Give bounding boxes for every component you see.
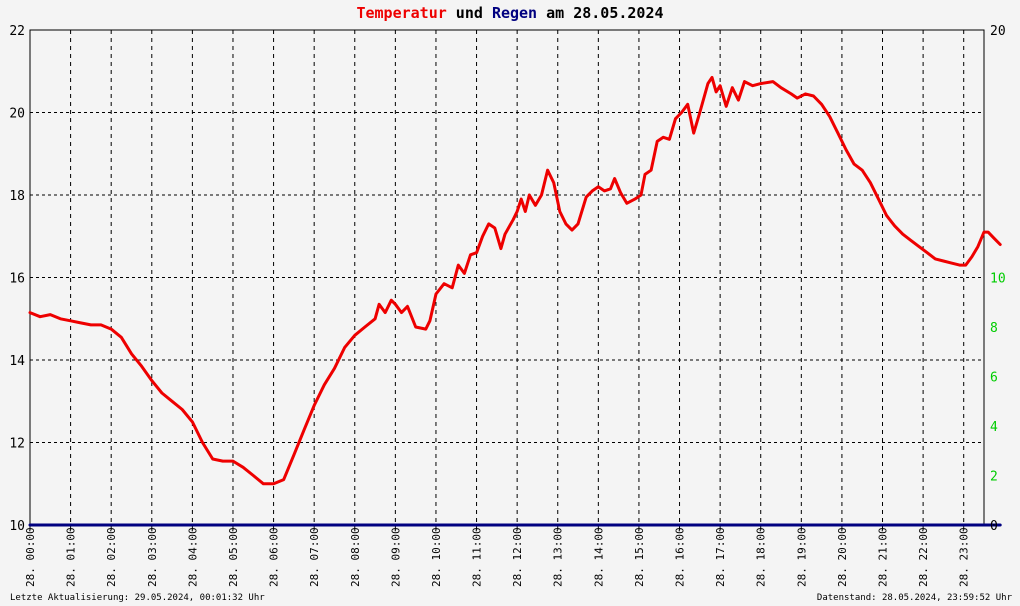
x-tick-label: 28. 19:00 — [795, 527, 808, 587]
y-right-tick-label: 4 — [990, 420, 998, 435]
y-right-tick-label: 2 — [990, 470, 998, 485]
x-tick-label: 28. 14:00 — [592, 527, 605, 587]
series-line-temperatur — [28, 75, 1002, 486]
x-tick-label: 28. 11:00 — [471, 527, 484, 587]
title-temperature-word: Temperatur — [356, 4, 447, 22]
tick-labels: 10 12 14 16 18 20 22 0 2 4 6 8 10 20 28. 00:00 28. 01:0… — [9, 24, 1005, 587]
y-left-tick-label: 20 — [9, 107, 25, 122]
x-tick-label: 28. 15:00 — [633, 527, 646, 587]
y-left-tick-label: 22 — [9, 24, 25, 39]
x-tick-label: 28. 12:00 — [511, 527, 524, 587]
y-right-tick-label: 8 — [990, 321, 998, 336]
axes — [29, 29, 985, 530]
y-left-tick-label: 10 — [9, 519, 25, 534]
x-tick-label: 28. 13:00 — [552, 527, 565, 587]
series — [28, 75, 1002, 527]
y-right-tick-label: 0 — [990, 519, 998, 534]
footer-data-status: Datenstand: 28.05.2024, 23:59:52 Uhr — [816, 593, 1012, 603]
x-tick-label: 28. 03:00 — [146, 527, 159, 587]
x-tick-label: 28. 04:00 — [186, 527, 199, 587]
x-tick-label: 28. 06:00 — [268, 527, 281, 587]
x-tick-label: 28. 18:00 — [755, 527, 768, 587]
x-tick-label: 28. 01:00 — [65, 527, 78, 587]
y-left-tick-label: 16 — [9, 272, 25, 287]
x-tick-label: 28. 20:00 — [836, 527, 849, 587]
x-tick-label: 28. 23:00 — [958, 527, 971, 587]
title-rain-word: Regen — [491, 4, 538, 22]
x-tick-label: 28. 07:00 — [308, 527, 321, 587]
x-tick-label: 28. 22:00 — [917, 527, 930, 587]
x-tick-label: 28. 00:00 — [24, 527, 37, 587]
footer-last-update: Letzte Aktualisierung: 29.05.2024, 00:01… — [10, 593, 265, 603]
x-tick-label: 28. 17:00 — [714, 527, 727, 587]
title-date: am 28.05.2024 — [537, 4, 664, 22]
chart-title: Temperatur und Regen am 28.05.2024 — [0, 4, 1020, 22]
x-tick-label: 28. 05:00 — [227, 527, 240, 587]
title-connector: und — [446, 4, 492, 22]
x-tick-label: 28. 09:00 — [389, 527, 402, 587]
grid — [30, 30, 984, 525]
y-left-tick-label: 14 — [9, 354, 25, 369]
y-left-tick-label: 12 — [9, 437, 25, 452]
y-right-tick-label: 6 — [990, 371, 998, 386]
y-left-tick-label: 18 — [9, 189, 25, 204]
x-tick-label: 28. 02:00 — [105, 527, 118, 587]
x-tick-label: 28. 08:00 — [349, 527, 362, 587]
y-right-tick-label: 20 — [990, 24, 1006, 39]
x-tick-label: 28. 16:00 — [674, 527, 687, 587]
x-tick-label: 28. 21:00 — [877, 527, 890, 587]
y-right-tick-label: 10 — [990, 272, 1006, 287]
x-tick-label: 28. 10:00 — [430, 527, 443, 587]
